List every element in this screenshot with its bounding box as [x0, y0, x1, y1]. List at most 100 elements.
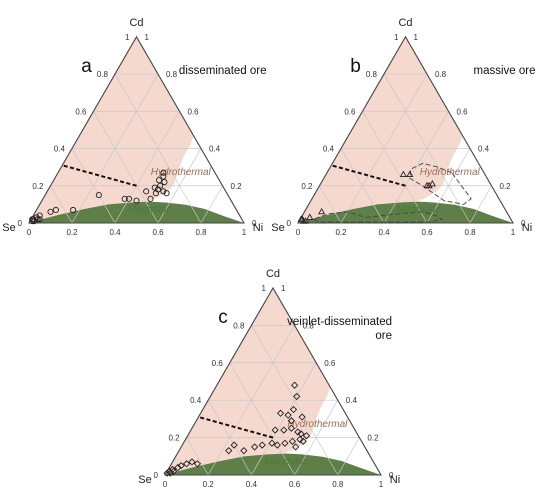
- data-point: [225, 447, 233, 455]
- data-point: [121, 195, 128, 202]
- grid-line: [93, 111, 159, 224]
- tick-label: 0.8: [195, 228, 207, 237]
- panel-title: massive ore: [474, 65, 536, 77]
- tick-label: 1: [145, 33, 150, 42]
- magmatic-field: [165, 453, 381, 475]
- tick-label: 0.6: [152, 228, 164, 237]
- panel-title: veinlet-disseminated: [287, 316, 392, 328]
- ternary-panel-c: 00.20.40.60.81 10.80.60.40.200 0.2 0.4 0.6 0.…: [138, 268, 400, 489]
- data-point: [161, 178, 168, 186]
- tick-label: 0.4: [190, 396, 202, 405]
- tick-label: 0.4: [109, 228, 121, 237]
- data-point: [125, 195, 133, 202]
- data-points: [163, 381, 311, 477]
- tick-label: 0.2: [66, 228, 78, 237]
- tick-label: 0.8: [332, 480, 344, 489]
- data-point: [273, 441, 281, 449]
- magmatic-label: Magmatic: [128, 205, 171, 216]
- vertex-label-se: Se: [138, 474, 151, 486]
- tick-label: 0: [521, 219, 526, 228]
- tick-label: 0.4: [246, 480, 258, 489]
- tick-label: 0.8: [464, 228, 476, 237]
- grid-line: [383, 111, 449, 224]
- vertex-label-ni: Ni: [390, 474, 400, 486]
- vertex-label-cd: Cd: [398, 17, 412, 29]
- data-point: [95, 192, 102, 199]
- tick-label: 0.6: [344, 107, 356, 116]
- data-point: [276, 409, 285, 417]
- data-point: [52, 206, 59, 214]
- ore-field-outline: [409, 162, 472, 205]
- data-point: [406, 170, 414, 178]
- grid-line: [319, 185, 342, 224]
- tick-label: 0.8: [366, 70, 378, 79]
- magmatic-label: Magmatic: [264, 456, 307, 467]
- vertex-label-cd: Cd: [266, 268, 280, 280]
- ore-field-outline: [311, 211, 444, 223]
- tick-label: 1: [511, 228, 516, 237]
- panel-label: b: [350, 56, 361, 77]
- tick-label: 1: [414, 33, 419, 42]
- tick-label: 0.6: [289, 480, 301, 489]
- ternary-frame: [164, 286, 382, 476]
- data-point: [287, 424, 295, 432]
- data-point: [399, 170, 407, 178]
- data-point: [302, 432, 311, 440]
- grid-line: [426, 148, 471, 224]
- grid-line: [50, 185, 73, 224]
- tick-label: 0.2: [203, 480, 215, 489]
- vertex-label-cd: Cd: [129, 17, 143, 29]
- data-point: [240, 447, 248, 455]
- grid-line: [251, 362, 317, 476]
- tick-label: 0.6: [75, 107, 87, 116]
- tick-label: 0: [252, 219, 257, 228]
- data-point: [182, 460, 191, 468]
- magmatic-field: [29, 201, 244, 223]
- ternary-frame: [297, 35, 514, 224]
- tick-label: 0: [154, 471, 159, 480]
- data-point: [292, 443, 300, 451]
- panel-title: ore: [375, 330, 392, 342]
- tick-label: 1: [262, 284, 267, 293]
- data-point: [423, 181, 431, 189]
- tick-label: 0.6: [212, 359, 224, 368]
- data-point: [293, 392, 301, 401]
- tick-label: 0.4: [378, 228, 390, 237]
- grid-line: [186, 437, 209, 476]
- grid-line: [114, 111, 180, 224]
- tick-label: 0.8: [435, 70, 447, 79]
- data-point: [289, 405, 298, 414]
- hydrothermal-label: Hydrothermal: [151, 167, 212, 178]
- vertex-label-ni: Ni: [253, 222, 263, 234]
- panel-title: disseminated ore: [179, 65, 267, 77]
- panel-label: a: [81, 56, 92, 77]
- ternary-grid: [50, 73, 223, 224]
- ternary-panel-a: 00.20.40.60.81 10.80.60.40.200 0.2 0.4 0.6 0.…: [2, 17, 266, 237]
- data-point: [160, 188, 167, 195]
- grid-line: [340, 148, 385, 224]
- grid-line: [362, 111, 428, 224]
- data-point: [271, 426, 279, 434]
- data-point: [297, 430, 305, 438]
- tick-label: 0: [287, 219, 292, 228]
- tick-label: 0.2: [500, 182, 512, 191]
- data-point: [296, 435, 304, 444]
- tick-label: 0.6: [324, 359, 336, 368]
- vertex-label-ni: Ni: [522, 222, 532, 234]
- tick-label: 0: [163, 480, 168, 489]
- data-point: [160, 169, 167, 176]
- data-point: [147, 195, 154, 202]
- magmatic-field: [298, 201, 513, 223]
- data-point: [168, 465, 177, 474]
- tick-label: 0.8: [97, 70, 109, 79]
- tick-label: 1: [281, 284, 286, 293]
- data-point: [36, 216, 43, 223]
- data-point: [177, 462, 185, 470]
- data-points: [297, 170, 436, 224]
- data-point: [281, 439, 289, 447]
- grid-line: [337, 437, 360, 476]
- tick-label: 0: [27, 228, 32, 237]
- data-point: [297, 215, 305, 222]
- data-point: [306, 213, 314, 220]
